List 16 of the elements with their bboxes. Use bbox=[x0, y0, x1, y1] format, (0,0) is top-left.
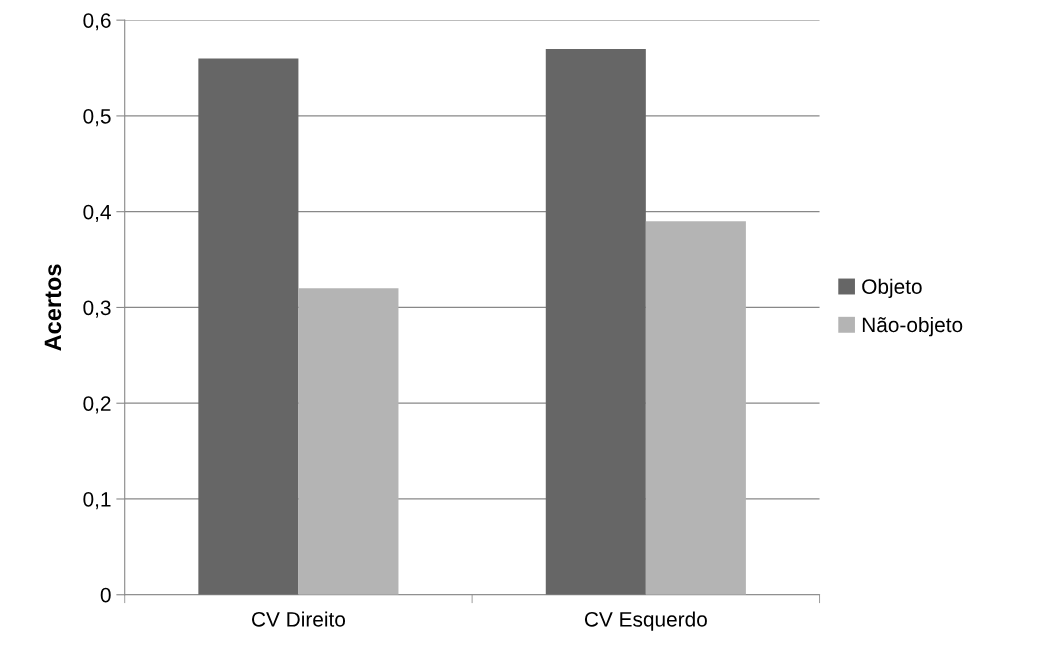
legend-label: Objeto bbox=[862, 278, 922, 299]
bar bbox=[645, 221, 746, 595]
legend-label: Não-objeto bbox=[862, 316, 963, 337]
y-tick-label: 0 bbox=[100, 587, 111, 603]
bar bbox=[545, 48, 646, 595]
bar bbox=[198, 58, 299, 595]
y-tick-label: 0,5 bbox=[83, 108, 111, 127]
bar bbox=[298, 288, 399, 595]
y-tick-label: 0,2 bbox=[83, 396, 111, 414]
x-tick-label: CV Direito bbox=[252, 611, 346, 627]
y-tick-label: 0,3 bbox=[83, 300, 111, 318]
x-tick-label: CV Esquerdo bbox=[584, 611, 707, 631]
y-tick-label: 0,4 bbox=[83, 204, 111, 222]
y-axis-title: Acertos bbox=[44, 264, 62, 351]
y-tick-label: 0,6 bbox=[83, 13, 111, 31]
y-tick-label: 0,1 bbox=[83, 491, 111, 510]
